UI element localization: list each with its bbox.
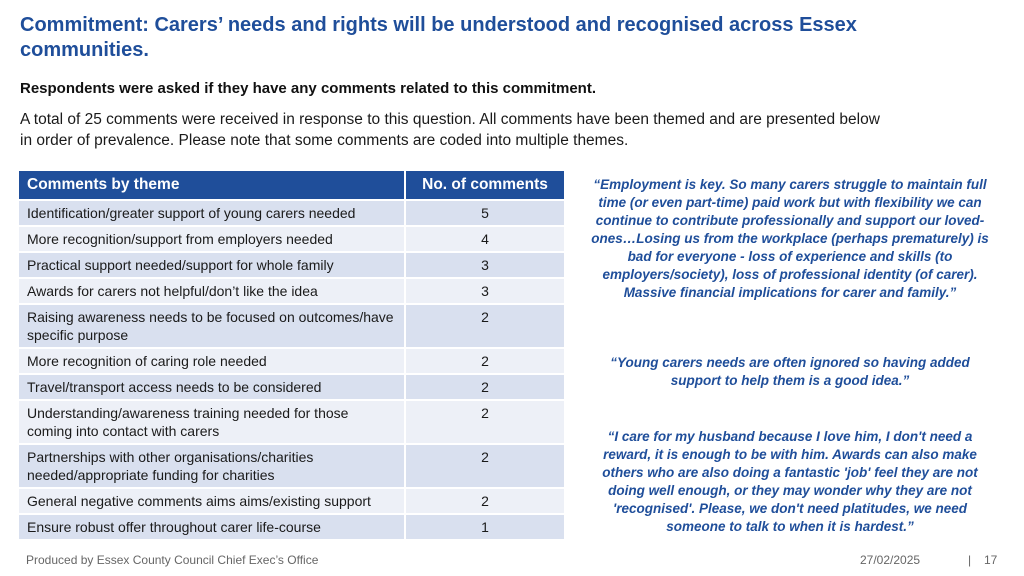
count-cell: 2: [405, 303, 564, 348]
theme-cell: More recognition of caring role needed: [19, 347, 406, 374]
table-row: Ensure robust offer throughout carer lif…: [19, 513, 564, 539]
table-row: General negative comments aims aims/exis…: [19, 487, 564, 514]
footer-separator: |: [968, 553, 972, 567]
count-cell: 5: [405, 199, 564, 226]
count-cell: 4: [405, 225, 564, 252]
table-row: Identification/greater support of young …: [19, 199, 564, 226]
footer-date: 27/02/2025: [860, 553, 921, 567]
theme-cell: Practical support needed/support for who…: [19, 251, 406, 278]
count-cell: 2: [405, 487, 564, 514]
table-body: Identification/greater support of young …: [19, 199, 564, 539]
theme-cell: More recognition/support from employers …: [19, 225, 406, 252]
theme-cell: Awards for carers not helpful/don’t like…: [19, 277, 406, 304]
quote-husband: “I care for my husband because I love hi…: [602, 429, 978, 534]
quote-young-carers: “Young carers needs are often ignored so…: [610, 355, 970, 388]
table-row: Raising awareness needs to be focused on…: [19, 303, 564, 348]
table-row: Partnerships with other organisations/ch…: [19, 443, 564, 488]
table-row: Awards for carers not helpful/don’t like…: [19, 277, 564, 304]
page-title: Commitment: Carers’ needs and rights wil…: [20, 14, 857, 61]
quote-employment: “Employment is key. So many carers strug…: [591, 177, 989, 300]
table-row: Practical support needed/support for who…: [19, 251, 564, 278]
table-row: More recognition of caring role needed 2: [19, 347, 564, 374]
count-cell: 2: [405, 443, 564, 488]
table-row: Travel/transport access needs to be cons…: [19, 373, 564, 400]
count-cell: 1: [405, 513, 564, 539]
theme-cell: Understanding/awareness training needed …: [19, 399, 406, 444]
theme-cell: Ensure robust offer throughout carer lif…: [19, 513, 406, 539]
theme-column-header: Comments by theme: [19, 171, 406, 200]
count-cell: 3: [405, 277, 564, 304]
count-cell: 3: [405, 251, 564, 278]
theme-cell: Partnerships with other organisations/ch…: [19, 443, 406, 488]
theme-cell: Travel/transport access needs to be cons…: [19, 373, 406, 400]
table-row: More recognition/support from employers …: [19, 225, 564, 252]
table-header-row: Comments by theme No. of comments: [19, 171, 564, 200]
question-text: Respondents were asked if they have any …: [20, 80, 596, 97]
table-row: Understanding/awareness training needed …: [19, 399, 564, 444]
comments-table: Comments by theme No. of comments Identi…: [19, 171, 564, 539]
count-cell: 2: [405, 347, 564, 374]
count-column-header: No. of comments: [405, 171, 564, 200]
count-cell: 2: [405, 373, 564, 400]
page-number: 17: [984, 553, 998, 567]
intro-paragraph: A total of 25 comments were received in …: [20, 111, 880, 149]
theme-cell: General negative comments aims aims/exis…: [19, 487, 406, 514]
theme-cell: Raising awareness needs to be focused on…: [19, 303, 406, 348]
footer-source: Produced by Essex County Council Chief E…: [26, 553, 319, 567]
theme-cell: Identification/greater support of young …: [19, 199, 406, 226]
count-cell: 2: [405, 399, 564, 444]
